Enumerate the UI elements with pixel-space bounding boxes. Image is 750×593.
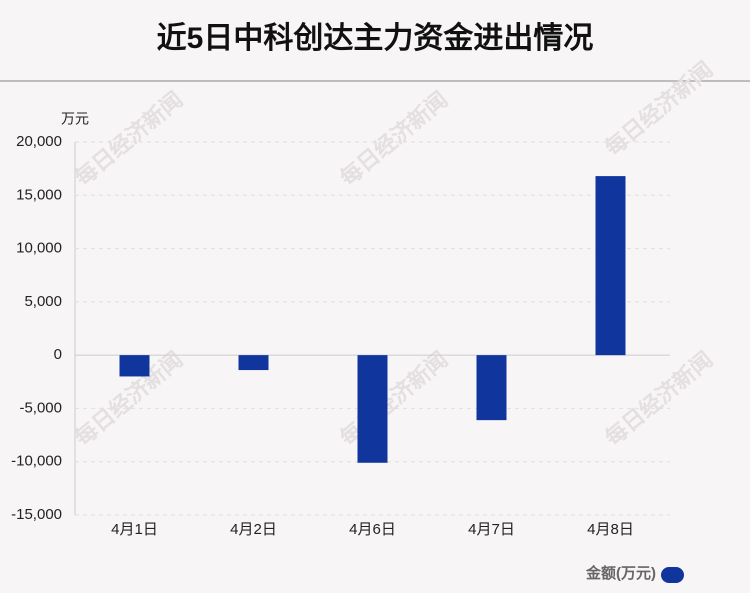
y-tick-label: 10,000	[16, 240, 62, 257]
bar	[476, 355, 507, 421]
y-tick-label: -15,000	[11, 506, 62, 523]
bar	[595, 176, 626, 356]
bar	[119, 355, 150, 377]
y-axis-label: 万元	[61, 111, 89, 127]
x-tick-label: 4月8日	[587, 521, 634, 538]
x-tick-label: 4月2日	[230, 521, 277, 538]
y-tick-label: 15,000	[16, 186, 62, 203]
y-tick-label: -5,000	[19, 399, 62, 416]
legend-label: 金额(万元)	[585, 564, 656, 582]
y-tick-label: 20,000	[16, 133, 62, 150]
y-tick-label: 0	[54, 346, 62, 363]
bar	[357, 355, 388, 463]
y-tick-label: 5,000	[24, 293, 62, 310]
chart-title: 近5日中科创达主力资金进出情况	[157, 21, 594, 55]
bar	[238, 355, 269, 371]
x-tick-label: 4月6日	[349, 521, 396, 538]
legend-swatch	[661, 567, 684, 583]
y-tick-label: -10,000	[11, 453, 62, 470]
x-tick-label: 4月7日	[468, 521, 515, 538]
x-tick-label: 4月1日	[111, 521, 158, 538]
